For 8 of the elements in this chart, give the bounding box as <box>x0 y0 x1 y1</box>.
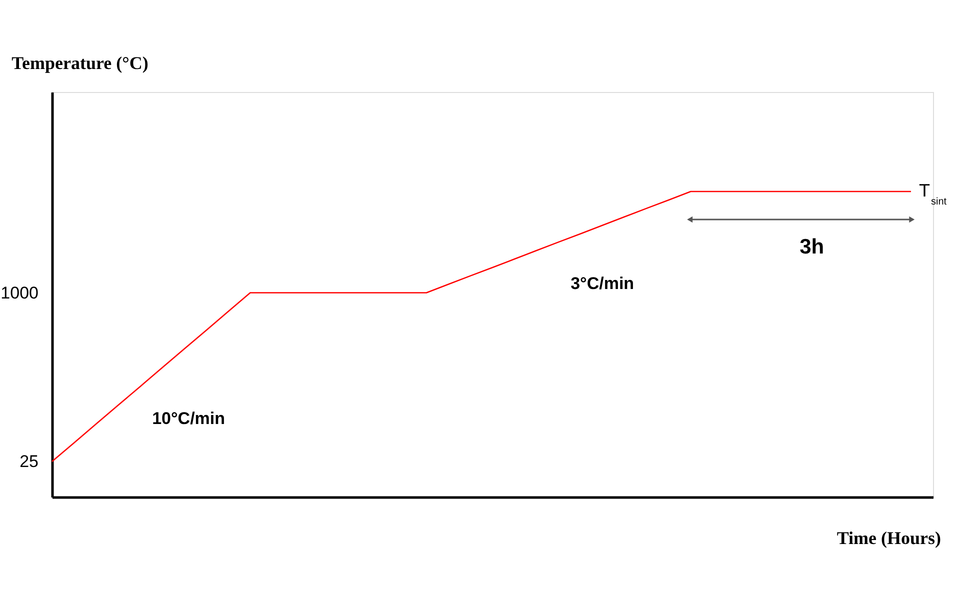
y-tick-label: 1000 <box>0 283 38 302</box>
line-series <box>51 190 912 462</box>
x-axis-title: Time (Hours) <box>836 528 941 548</box>
annotation: 10°C/min <box>152 409 226 428</box>
annotation: 3h <box>800 236 824 259</box>
y-tick-label: 25 <box>20 452 38 472</box>
y-axis-title: Temperature (°C) <box>12 53 148 73</box>
annotation: 3°C/min <box>570 274 634 294</box>
